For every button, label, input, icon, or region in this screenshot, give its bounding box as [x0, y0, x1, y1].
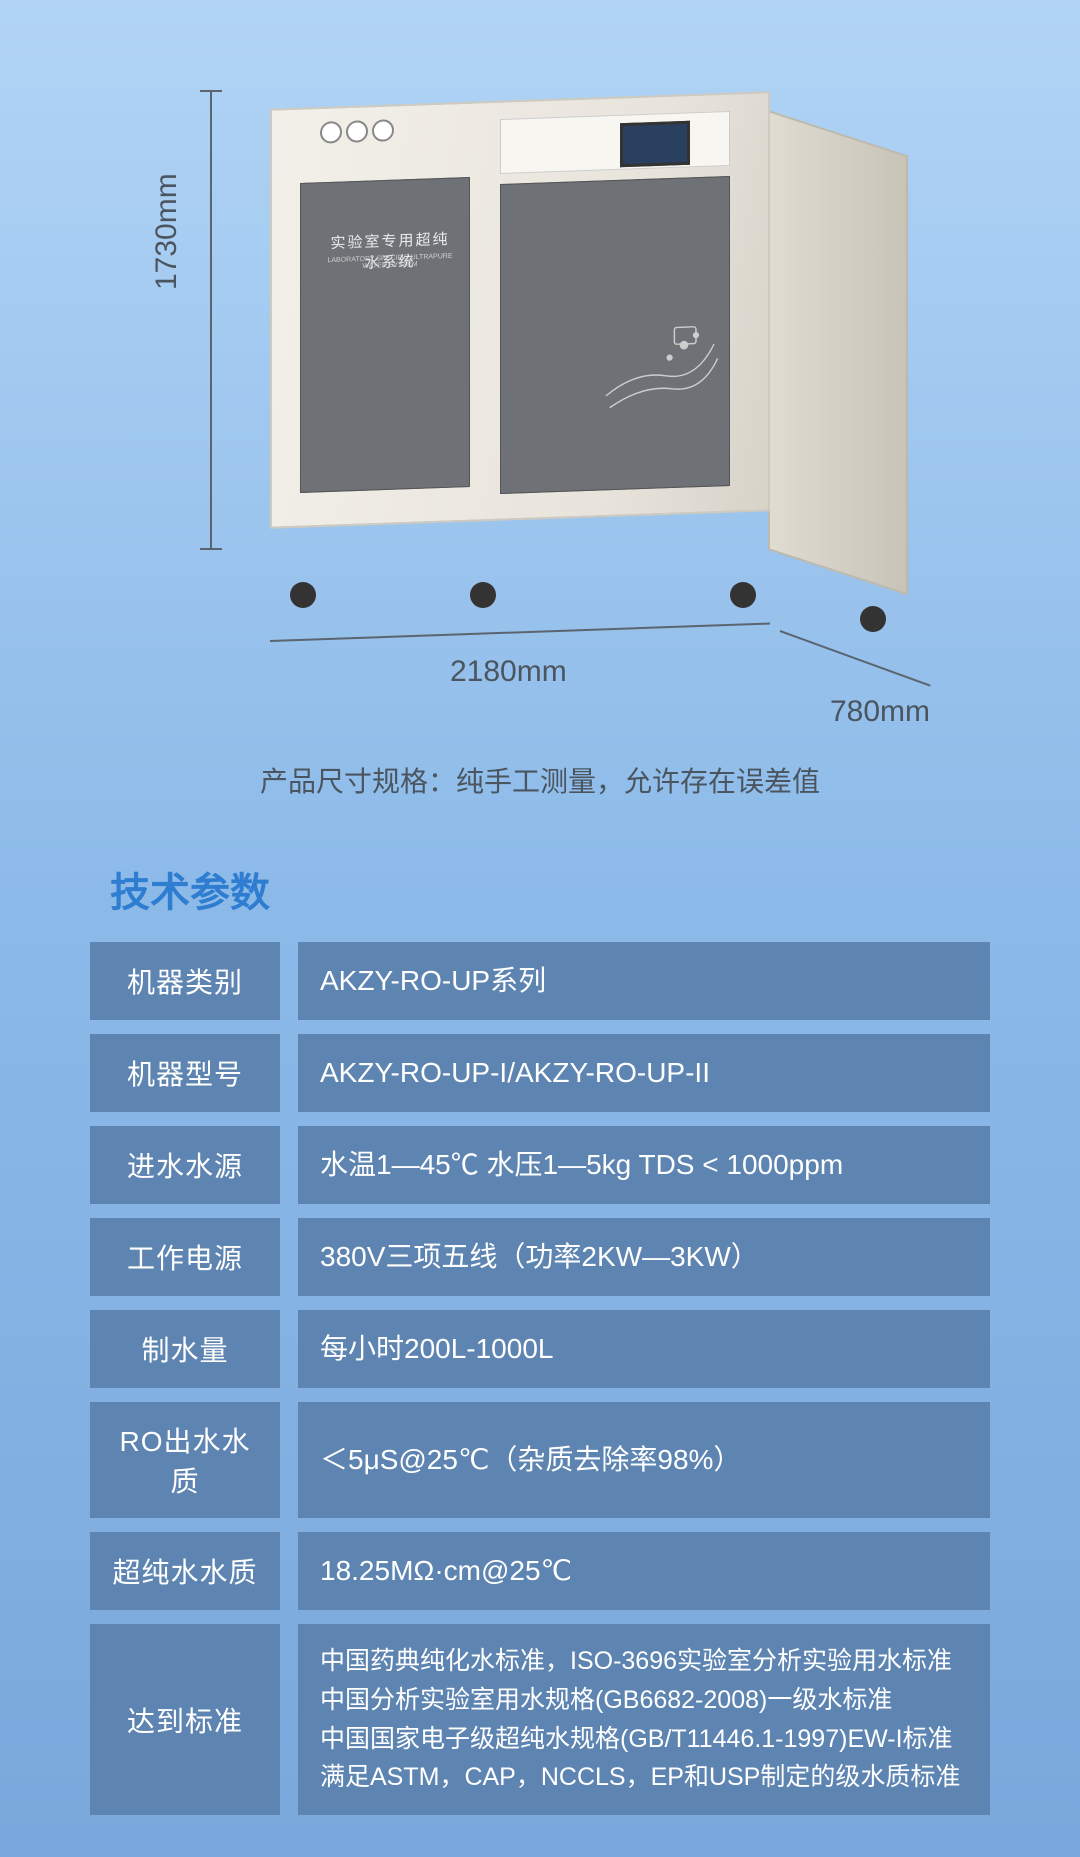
spec-label: RO出水水质 — [90, 1402, 280, 1518]
spec-value: 380V三项五线（功率2KW—3KW） — [298, 1218, 990, 1296]
section-title: 技术参数 — [110, 860, 1020, 918]
spec-value: AKZY-RO-UP-I/AKZY-RO-UP-II — [298, 1034, 990, 1112]
table-row: 超纯水水质18.25MΩ·cm@25℃ — [90, 1532, 990, 1610]
spec-value: 每小时200L-1000L — [298, 1310, 990, 1388]
dim-width-label: 2180mm — [450, 655, 567, 689]
spec-value: 中国药典纯化水标准，ISO-3696实验室分析实验用水标准 中国分析实验室用水规… — [298, 1624, 990, 1815]
table-row: 进水水源水温1—45℃ 水压1—5kg TDS < 1000ppm — [90, 1126, 990, 1204]
spec-label: 制水量 — [90, 1310, 280, 1388]
table-row: 达到标准中国药典纯化水标准，ISO-3696实验室分析实验用水标准 中国分析实验… — [90, 1624, 990, 1815]
dim-tick — [200, 90, 222, 92]
dim-line-width — [270, 623, 770, 642]
spec-label: 进水水源 — [90, 1126, 280, 1204]
spec-value: ＜5μS@25℃（杂质去除率98%） — [298, 1402, 990, 1518]
table-row: 机器类别AKZY-RO-UP系列 — [90, 942, 990, 1020]
spec-label: 超纯水水质 — [90, 1532, 280, 1610]
dim-line-depth — [780, 630, 931, 687]
dim-height-label: 1730mm — [150, 173, 184, 290]
dim-depth-label: 780mm — [830, 695, 930, 729]
spec-label: 机器型号 — [90, 1034, 280, 1112]
table-row: RO出水水质＜5μS@25℃（杂质去除率98%） — [90, 1402, 990, 1518]
spec-label: 达到标准 — [90, 1624, 280, 1815]
spec-table: 机器类别AKZY-RO-UP系列机器型号AKZY-RO-UP-I/AKZY-RO… — [60, 942, 1020, 1815]
spec-value: 水温1—45℃ 水压1—5kg TDS < 1000ppm — [298, 1126, 990, 1204]
spec-value: AKZY-RO-UP系列 — [298, 942, 990, 1020]
spec-label: 工作电源 — [90, 1218, 280, 1296]
product-illustration: 实验室专用超纯水系统 LABORATORY SPECIFIC ULTRAPURE… — [270, 60, 930, 580]
spec-label: 机器类别 — [90, 942, 280, 1020]
table-row: 工作电源380V三项五线（功率2KW—3KW） — [90, 1218, 990, 1296]
table-row: 机器型号AKZY-RO-UP-I/AKZY-RO-UP-II — [90, 1034, 990, 1112]
product-dimension-figure: 1730mm 实验室专用超纯水系统 LABORATORY SPECIFIC UL… — [60, 40, 1020, 820]
dimension-note: 产品尺寸规格：纯手工测量，允许存在误差值 — [60, 760, 1020, 800]
dim-line-height — [210, 90, 212, 550]
table-row: 制水量每小时200L-1000L — [90, 1310, 990, 1388]
spec-value: 18.25MΩ·cm@25℃ — [298, 1532, 990, 1610]
dim-tick — [200, 548, 222, 550]
